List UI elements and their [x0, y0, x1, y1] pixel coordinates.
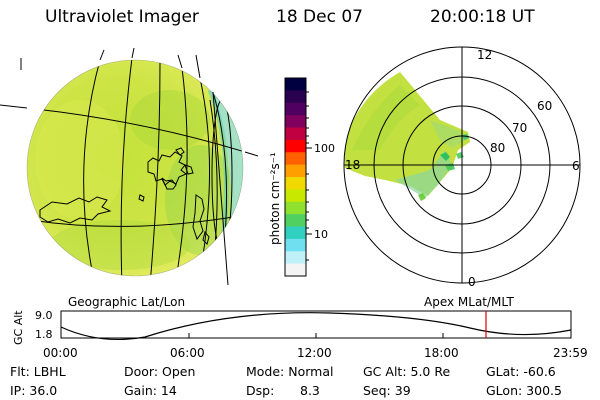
lat-label-60: 60: [537, 99, 552, 113]
altitude-plot: 9.0 1.8 GC Alt 00:00 06:00 12:00 18:00 2…: [12, 309, 588, 360]
time-tick-0600: 06:00: [170, 346, 205, 360]
colorbar-segment: [285, 152, 306, 166]
mlt-label-0: 0: [468, 275, 476, 289]
colorbar-segment: [285, 102, 306, 116]
altitude-tick-9: 9.0: [35, 309, 53, 322]
glon-status: GLon: 300.5: [486, 383, 562, 398]
colorbar: 100 10 photon cm⁻²s⁻¹: [268, 77, 335, 277]
colorbar-segment: [285, 139, 306, 153]
instrument-title: Ultraviolet Imager: [45, 7, 199, 27]
altitude-axis-label: GC Alt: [12, 310, 25, 345]
colorbar-segment: [285, 251, 306, 265]
time-tick-0000: 00:00: [43, 346, 78, 360]
dsp-label: Dsp:: [246, 383, 275, 398]
lat-label-70: 70: [512, 121, 527, 135]
glat-status: GLat: -60.6: [486, 364, 556, 379]
colorbar-segment: [285, 78, 306, 91]
colorbar-segment: [285, 115, 306, 129]
mlt-label-6: 6: [572, 159, 580, 173]
door-status: Door: Open: [124, 364, 196, 379]
mlt-label-12: 12: [477, 48, 492, 62]
colorbar-segment: [285, 238, 306, 252]
lat-label-80: 80: [490, 141, 505, 155]
colorbar-segment: [285, 226, 306, 240]
ip-status: IP: 36.0: [10, 383, 58, 398]
altitude-tick-1-8: 1.8: [35, 328, 53, 341]
image-date: 18 Dec 07: [276, 7, 363, 27]
dsp-value: 8.3: [300, 383, 320, 398]
gain-status: Gain: 14: [124, 383, 177, 398]
time-tick-2359: 23:59: [553, 346, 588, 360]
seq-status: Seq: 39: [363, 383, 411, 398]
earth-disk-image: [0, 47, 259, 286]
image-time: 20:00:18 UT: [430, 7, 535, 27]
colorbar-label-10: 10: [314, 228, 328, 241]
polar-plot: 12 18 6 0 60 70 80: [343, 46, 581, 289]
mlt-label-18: 18: [345, 158, 360, 172]
colorbar-segment: [285, 189, 306, 203]
colorbar-label-100: 100: [314, 142, 335, 155]
projection-label-geographic: Geographic Lat/Lon: [68, 295, 185, 309]
colorbar-unit-label: photon cm⁻²s⁻¹: [268, 152, 282, 245]
gc-alt-status: GC Alt: 5.0 Re: [363, 364, 451, 379]
filter-status: Flt: LBHL: [10, 364, 66, 379]
colorbar-segment: [285, 90, 306, 104]
colorbar-segment: [285, 263, 306, 277]
colorbar-segment: [285, 164, 306, 178]
colorbar-segment: [285, 177, 306, 190]
mode-status: Mode: Normal: [246, 364, 334, 379]
colorbar-segment: [285, 214, 306, 228]
colorbar-segment: [285, 127, 306, 141]
time-tick-1800: 18:00: [424, 346, 459, 360]
time-tick-1200: 12:00: [297, 346, 332, 360]
colorbar-segment: [285, 201, 306, 215]
altitude-trace: [60, 312, 572, 341]
projection-label-apex: Apex MLat/MLT: [424, 295, 514, 309]
